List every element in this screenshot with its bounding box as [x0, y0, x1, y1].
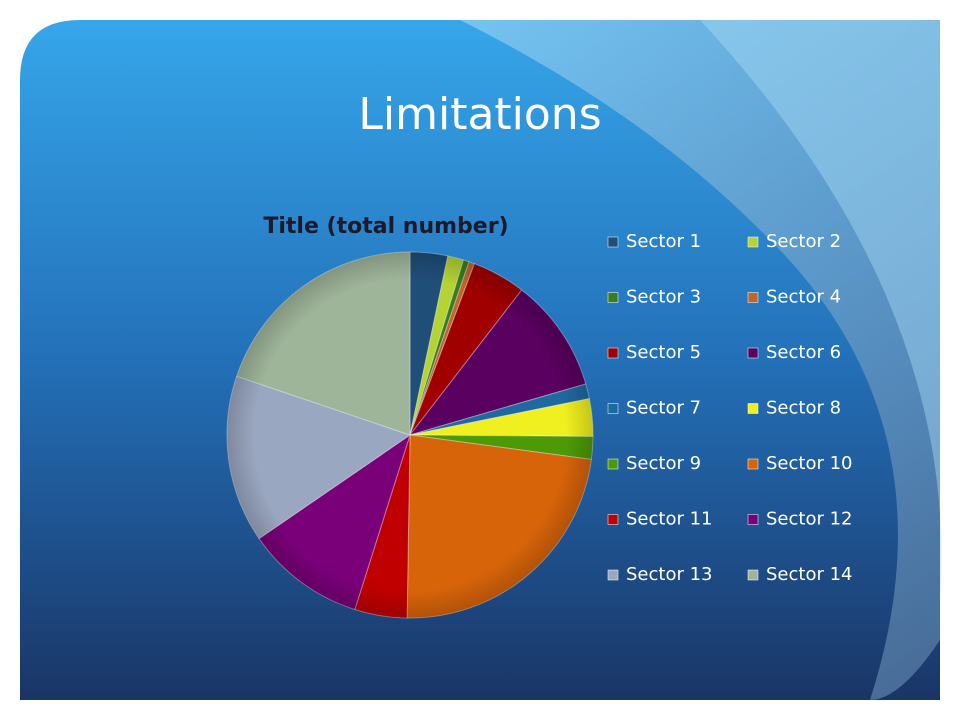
- swoosh-light: [700, 20, 942, 600]
- legend-label: Sector 8: [766, 398, 841, 419]
- chart-title: Title (total number): [263, 214, 508, 239]
- legend-label: Sector 2: [766, 231, 841, 252]
- swoosh: [460, 20, 940, 700]
- legend-swatch: [607, 458, 619, 470]
- legend-label: Sector 9: [626, 453, 701, 474]
- legend-label: Sector 6: [766, 342, 841, 363]
- legend-swatch: [607, 514, 619, 525]
- legend-label: Sector 11: [626, 509, 713, 530]
- legend-swatch: [747, 292, 759, 303]
- legend-swatch: [607, 236, 619, 248]
- legend-label: Sector 10: [766, 453, 853, 474]
- legend-swatch: [747, 236, 759, 248]
- legend-label: Sector 5: [626, 342, 701, 363]
- slide-title: Limitations: [358, 89, 601, 140]
- legend-swatch: [747, 458, 759, 470]
- legend-label: Sector 4: [766, 287, 841, 308]
- legend-label: Sector 13: [626, 564, 713, 585]
- legend-swatch: [607, 347, 619, 359]
- legend-label: Sector 1: [626, 231, 701, 252]
- legend-swatch: [747, 347, 759, 359]
- legend-label: Sector 14: [766, 564, 853, 585]
- legend-swatch: [747, 569, 759, 581]
- legend-label: Sector 7: [626, 398, 701, 419]
- legend-swatch: [607, 292, 619, 303]
- pie: [226, 251, 594, 619]
- legend-label: Sector 3: [626, 287, 701, 308]
- legend-swatch: [607, 569, 619, 581]
- legend-label: Sector 12: [766, 509, 853, 530]
- legend: Sector 1 Sector 2 Sector 3 Sector 4 Sector 5…: [607, 231, 853, 585]
- legend-swatch: [747, 514, 759, 525]
- legend-swatch: [747, 403, 759, 414]
- legend-swatch: [607, 403, 619, 414]
